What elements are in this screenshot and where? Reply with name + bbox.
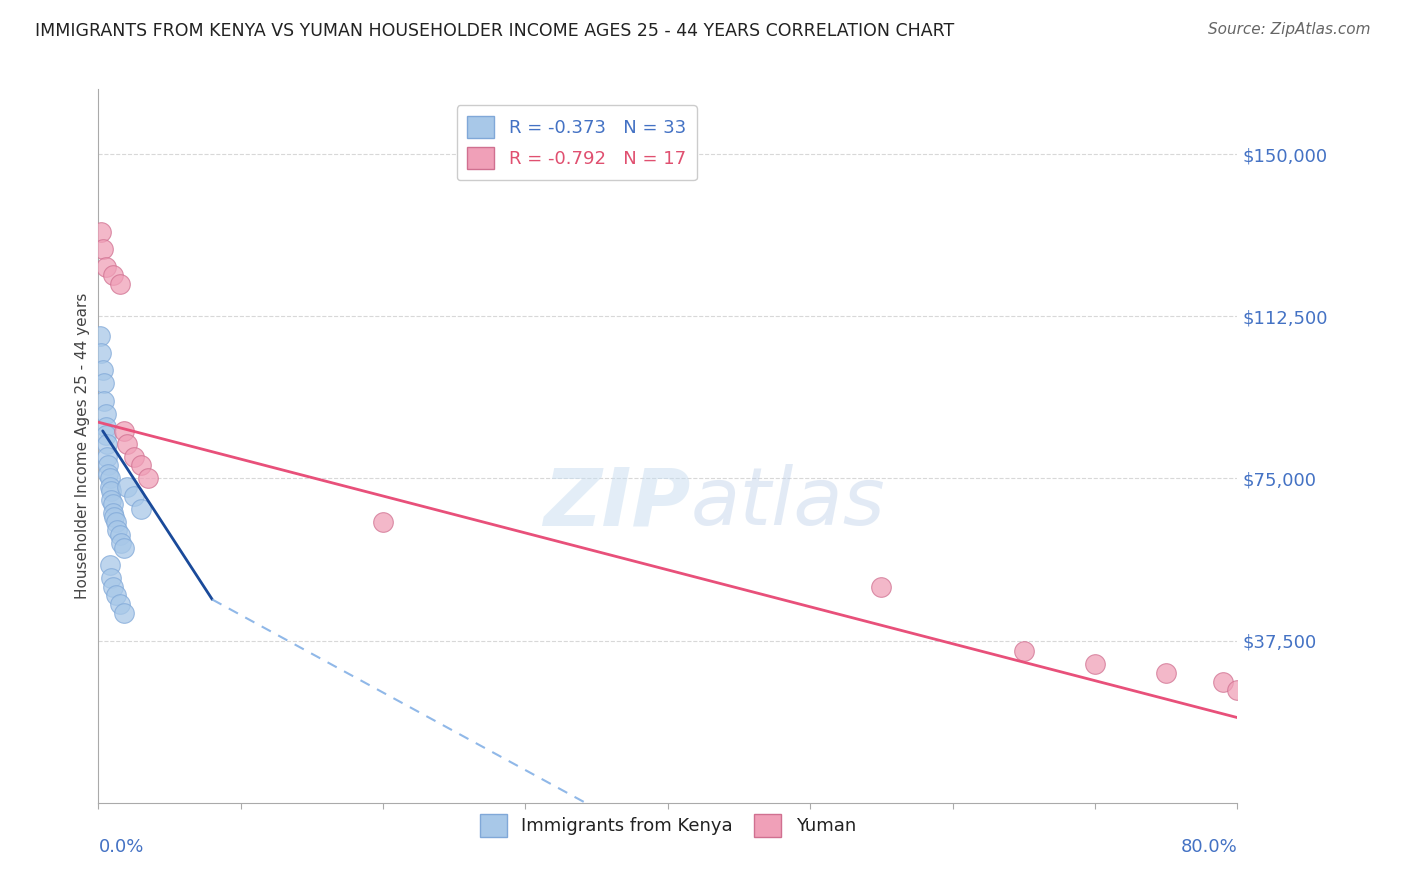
Point xyxy=(108,527,131,541)
Point xyxy=(93,376,115,391)
Point xyxy=(870,580,893,594)
Point xyxy=(110,536,132,550)
Y-axis label: Householder Income Ages 25 - 44 years: Householder Income Ages 25 - 44 years xyxy=(75,293,90,599)
Point xyxy=(103,510,125,524)
Point xyxy=(101,580,124,594)
Point xyxy=(1084,657,1107,672)
Point xyxy=(136,471,159,485)
Point xyxy=(90,225,112,239)
Point xyxy=(91,363,114,377)
Point xyxy=(115,437,138,451)
Point xyxy=(98,480,121,494)
Point xyxy=(98,471,121,485)
Point xyxy=(90,346,112,360)
Point xyxy=(108,597,131,611)
Point xyxy=(96,450,118,464)
Point xyxy=(112,424,135,438)
Point xyxy=(115,480,138,494)
Point xyxy=(129,458,152,473)
Point xyxy=(89,328,111,343)
Point xyxy=(101,506,124,520)
Point xyxy=(108,277,131,291)
Point xyxy=(112,606,135,620)
Point xyxy=(104,515,127,529)
Point xyxy=(94,428,117,442)
Point xyxy=(100,571,122,585)
Point xyxy=(112,541,135,555)
Point xyxy=(105,524,128,538)
Text: atlas: atlas xyxy=(690,464,886,542)
Text: 80.0%: 80.0% xyxy=(1181,838,1237,856)
Point xyxy=(93,393,115,408)
Point xyxy=(98,558,121,572)
Text: ZIP: ZIP xyxy=(543,464,690,542)
Point xyxy=(94,407,117,421)
Text: Source: ZipAtlas.com: Source: ZipAtlas.com xyxy=(1208,22,1371,37)
Point xyxy=(1212,674,1234,689)
Legend: Immigrants from Kenya, Yuman: Immigrants from Kenya, Yuman xyxy=(472,807,863,844)
Point xyxy=(373,515,395,529)
Point xyxy=(1154,666,1177,681)
Point xyxy=(91,242,114,256)
Point xyxy=(104,588,127,602)
Point xyxy=(94,419,117,434)
Point xyxy=(100,493,122,508)
Point xyxy=(1012,644,1035,658)
Point xyxy=(97,458,120,473)
Point xyxy=(122,489,145,503)
Point xyxy=(94,260,117,274)
Point xyxy=(129,501,152,516)
Point xyxy=(122,450,145,464)
Point xyxy=(101,268,124,282)
Text: IMMIGRANTS FROM KENYA VS YUMAN HOUSEHOLDER INCOME AGES 25 - 44 YEARS CORRELATION: IMMIGRANTS FROM KENYA VS YUMAN HOUSEHOLD… xyxy=(35,22,955,40)
Text: 0.0%: 0.0% xyxy=(98,838,143,856)
Point xyxy=(101,497,124,511)
Point xyxy=(100,484,122,499)
Point xyxy=(1226,683,1249,698)
Point xyxy=(96,437,118,451)
Point xyxy=(97,467,120,482)
